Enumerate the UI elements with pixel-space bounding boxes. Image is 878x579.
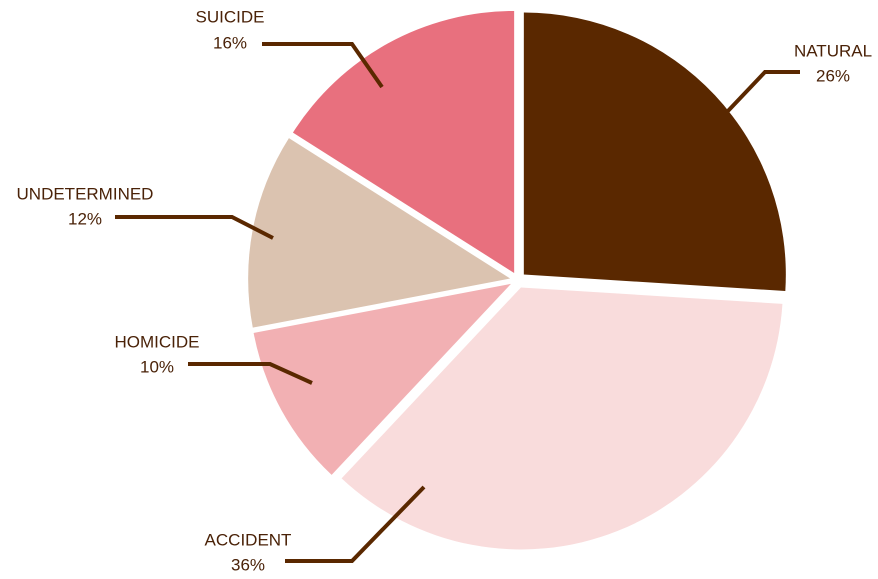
- leader-line: [115, 215, 274, 240]
- slice-value-label: 36%: [231, 555, 265, 574]
- slice-label: NATURAL: [794, 41, 872, 60]
- pie-slice: [523, 12, 786, 291]
- leader-line: [285, 485, 426, 563]
- slice-label: SUICIDE: [196, 7, 265, 26]
- slice-value-label: 10%: [140, 357, 174, 376]
- leader-line: [188, 362, 313, 385]
- pie-slice: [341, 287, 783, 550]
- slice-label: UNDETERMINED: [17, 184, 154, 203]
- slice-value-label: 12%: [68, 209, 102, 228]
- pie-slice: [292, 10, 515, 273]
- pie-slice: [248, 138, 511, 328]
- slice-label: ACCIDENT: [205, 530, 292, 549]
- slice-value-label: 26%: [816, 66, 850, 85]
- pie-slice: [253, 283, 511, 475]
- leader-line: [725, 70, 800, 114]
- slice-value-label: 16%: [213, 33, 247, 52]
- leader-line: [262, 42, 384, 89]
- slice-label: HOMICIDE: [115, 332, 200, 351]
